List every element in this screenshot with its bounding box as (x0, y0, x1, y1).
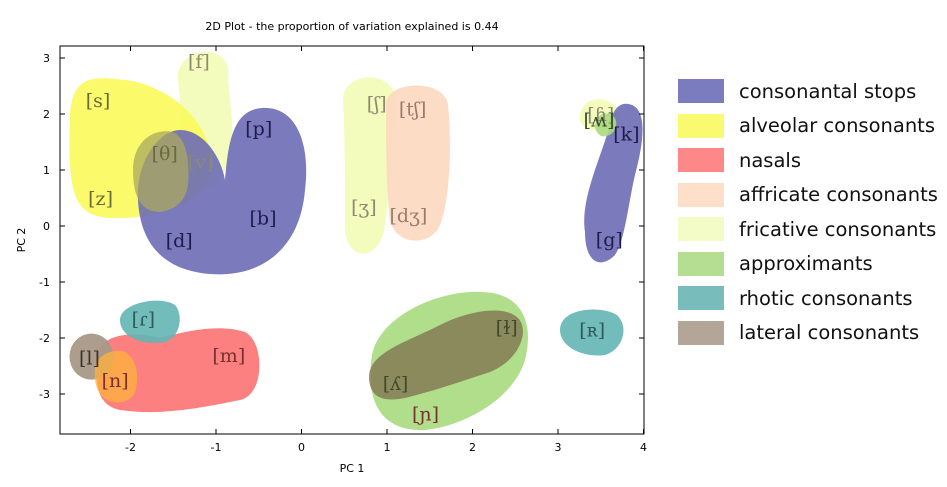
x-tick-label: 4 (640, 441, 647, 454)
legend-item-lateral-consonants: lateral consonants (678, 316, 938, 351)
phoneme-label-fricative-consonants: [ʒ] (351, 196, 377, 218)
legend-item-affricate-consonants: affricate consonants (678, 178, 938, 213)
phoneme-labels: [f] [v] [ʃ] [ʒ] [ɦ] [s] [z] [θ] [p] [b] [d] [k] [g] [… (79, 51, 640, 426)
x-tick-label: 3 (555, 441, 562, 454)
phoneme-label-alveolar-consonants: [z] (88, 188, 113, 210)
legend-swatch (678, 320, 724, 345)
phoneme-label-affricate-consonants: [dʒ] (390, 205, 428, 227)
region-overlap-nasals-3 (94, 350, 138, 403)
plot-frame (59, 45, 645, 435)
legend-swatch (678, 251, 724, 276)
phoneme-label-alveolar-consonants: [θ] (152, 143, 178, 165)
region-rhotic-consonants-2 (560, 309, 624, 356)
phoneme-label-rhotic-consonants: [ɾ] (132, 308, 155, 330)
legend-swatch (678, 182, 724, 207)
phoneme-label-consonantal-stops: [k] (613, 124, 639, 146)
legend-swatch (678, 148, 724, 173)
phoneme-label-fricative-consonants: [ɦ] (587, 104, 614, 126)
legend-item-alveolar-consonants: alveolar consonants (678, 109, 938, 144)
y-axis-title: PC 2 (15, 228, 28, 253)
phoneme-label-fricative-consonants: [v] (188, 152, 214, 174)
legend-item-approximants: approximants (678, 247, 938, 282)
region-nasals-1 (96, 328, 260, 413)
chart-title: 2D Plot - the proportion of variation ex… (205, 20, 498, 33)
phoneme-label-consonantal-stops: [d] (166, 230, 193, 252)
x-tick-label: -2 (125, 441, 136, 454)
phoneme-label-affricate-consonants: [tʃ] (399, 98, 427, 120)
phoneme-label-approximants: [ʎ] (383, 373, 409, 395)
phoneme-label-lateral-consonants: [l] (79, 348, 100, 370)
x-axis-ticks: -2 -1 0 1 2 3 4 (125, 46, 647, 454)
y-tick-label: 3 (43, 52, 50, 65)
phoneme-label-consonantal-stops: [p] (245, 118, 272, 140)
legend-label: approximants (739, 252, 873, 276)
phoneme-label-nasals: [n] (102, 370, 129, 392)
x-tick-label: 1 (384, 441, 391, 454)
y-tick-label: -1 (39, 276, 50, 289)
phoneme-label-nasals: [m] (212, 345, 245, 367)
y-tick-label: -2 (39, 332, 50, 345)
phoneme-label-nasals: [ɲ] (412, 404, 439, 426)
region-overlap-approximants-1 (368, 310, 523, 400)
phoneme-label-consonantal-stops: [b] (250, 208, 277, 230)
phoneme-label-approximants: [ʍ] (583, 110, 614, 132)
x-tick-label: -1 (211, 441, 222, 454)
region-rhotic-consonants-1 (120, 300, 180, 344)
y-tick-label: -3 (39, 388, 50, 401)
region-approximants-2 (595, 113, 617, 137)
y-tick-label: 1 (43, 164, 50, 177)
legend-swatch (678, 113, 724, 138)
phoneme-label-fricative-consonants: [ʃ] (367, 93, 387, 115)
region-affricate-consonants-1 (385, 85, 450, 241)
legend-label: rhotic consonants (739, 286, 913, 310)
y-tick-label: 2 (43, 108, 50, 121)
legend-label: fricative consonants (739, 217, 937, 241)
x-axis-title: PC 1 (340, 462, 365, 475)
x-tick-label: 2 (469, 441, 476, 454)
phoneme-label-approximants: [ɫ] (496, 317, 518, 339)
legend-item-nasals: nasals (678, 143, 938, 178)
legend-label: nasals (739, 148, 801, 172)
legend-swatch (678, 79, 724, 104)
region-overlap-alveolar-consonants-2 (133, 131, 189, 212)
legend-swatch (678, 286, 724, 311)
legend-swatch (678, 217, 724, 242)
x-tick-label: 0 (298, 441, 305, 454)
legend-label: affricate consonants (739, 183, 938, 207)
phoneme-label-rhotic-consonants: [ʀ] (579, 320, 605, 342)
legend-label: consonantal stops (739, 79, 917, 103)
legend: consonantal stops alveolar consonants na… (678, 74, 938, 350)
phoneme-label-alveolar-consonants: [s] (86, 90, 111, 112)
y-axis-ticks: -3 -2 -1 0 1 2 3 (39, 52, 644, 401)
phoneme-label-fricative-consonants: [f] (188, 51, 210, 73)
cluster-regions (69, 51, 643, 431)
region-fricative-consonants-2 (343, 77, 396, 254)
legend-item-consonantal-stops: consonantal stops (678, 74, 938, 109)
y-tick-label: 0 (43, 220, 50, 233)
phoneme-label-consonantal-stops: [g] (596, 229, 623, 251)
legend-label: alveolar consonants (739, 114, 935, 138)
legend-item-rhotic-consonants: rhotic consonants (678, 281, 938, 316)
legend-item-fricative-consonants: fricative consonants (678, 212, 938, 247)
region-consonantal-stops-2 (584, 103, 643, 263)
legend-label: lateral consonants (739, 321, 920, 345)
